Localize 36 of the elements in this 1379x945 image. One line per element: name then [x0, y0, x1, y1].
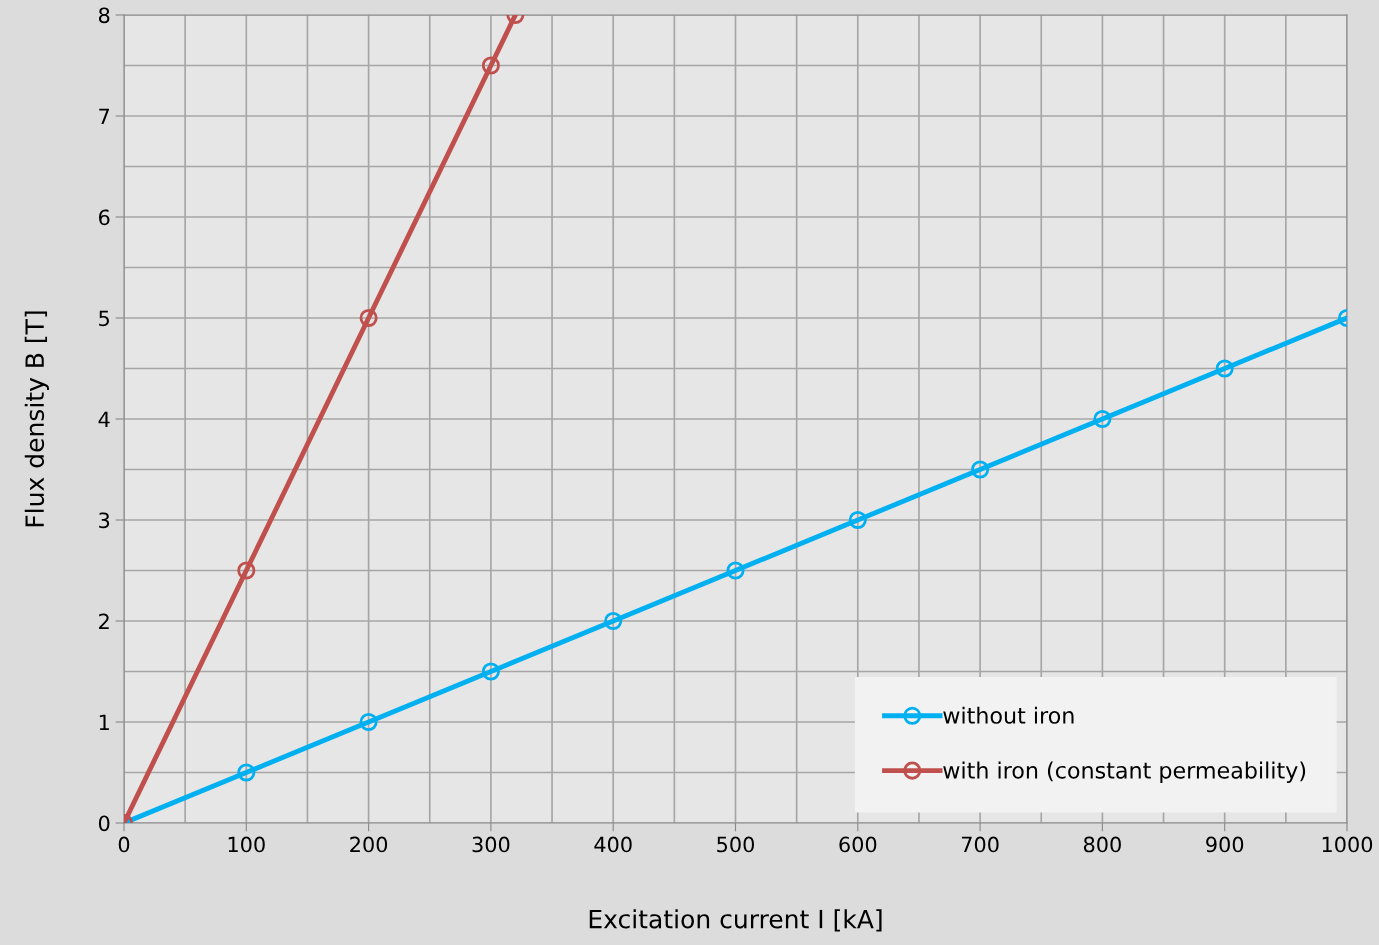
x-tick-label: 600 [839, 836, 877, 853]
point [359, 308, 378, 328]
y-tick-label: 1 [99, 714, 109, 730]
x-axis-title: Excitation current I [kA] [589, 909, 882, 932]
point [604, 611, 623, 631]
y-tick-label: 6 [99, 209, 110, 226]
legend-label: without iron [943, 706, 1074, 724]
y-tick-label: 0 [98, 815, 110, 832]
point [481, 662, 500, 681]
point [359, 712, 378, 732]
point [971, 460, 990, 479]
x-tick-label: 900 [1206, 836, 1244, 853]
x-tick-label: 1000 [1322, 836, 1373, 853]
x-tick-label: 200 [350, 836, 388, 853]
point [726, 561, 745, 580]
y-tick-label: 7 [99, 108, 110, 124]
y-tick-label: 3 [99, 512, 110, 529]
y-tick-label: 2 [99, 613, 109, 629]
x-tick-label: 300 [472, 836, 510, 853]
x-tick-label: 0 [118, 836, 130, 853]
point [1093, 409, 1112, 429]
point [481, 56, 500, 75]
x-tick-label: 400 [594, 836, 632, 853]
legend-label: with iron (constant permeability) [943, 761, 1306, 783]
x-tick-label: 100 [228, 836, 265, 853]
point [848, 510, 867, 530]
y-tick-label: 5 [99, 310, 109, 327]
x-tick-label: 500 [717, 836, 754, 853]
y-axis-title: Flux density B [T] [24, 311, 49, 527]
y-tick-label: 4 [98, 411, 110, 427]
x-tick-label: 700 [961, 836, 999, 853]
point [1215, 359, 1234, 378]
x-tick-label: 800 [1083, 836, 1121, 853]
point [237, 561, 256, 580]
point [237, 763, 256, 782]
y-tick-label: 8 [98, 7, 110, 24]
